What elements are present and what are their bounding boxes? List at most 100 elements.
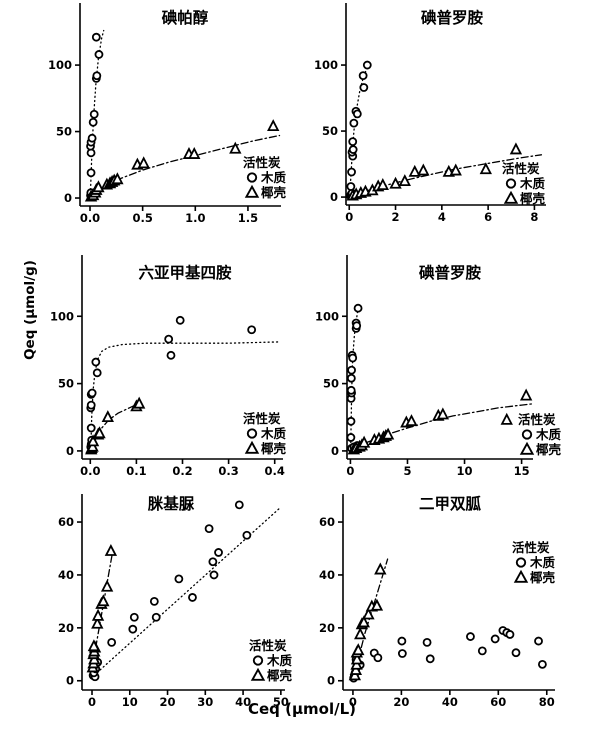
x-tick-label: 0.4 bbox=[265, 464, 285, 478]
legend-entry-label: 木质 bbox=[529, 555, 556, 570]
panel-title: 脒基脲 bbox=[148, 494, 195, 513]
x-tick-label: 0.1 bbox=[126, 464, 146, 478]
x-tick-label: 40 bbox=[235, 695, 251, 709]
series-wood bbox=[345, 60, 372, 201]
y-tick-label: 40 bbox=[319, 568, 335, 582]
panel-3: 0.0 0.1 0.2 0.3 0.4 0 50 100 六亚甲基四胺 活性炭 木质 椰壳 bbox=[0, 240, 300, 480]
y-tick-label: 100 bbox=[315, 309, 339, 323]
panel-title: 碘帕醇 bbox=[162, 8, 209, 27]
legend-title: 活性炭 bbox=[512, 540, 550, 555]
panel-5: 0 10 20 30 40 50 0 20 40 60 脒基脲 活性炭 木质 椰壳 bbox=[0, 480, 300, 732]
series-wood bbox=[349, 626, 547, 683]
series-coconut bbox=[346, 142, 523, 201]
x-tick-label: 50 bbox=[273, 695, 289, 709]
fit-line-dotted bbox=[93, 508, 280, 677]
panel-1: 0.0 0.5 1.0 1.5 0 50 100 碘帕醇 活性炭 木质 椰壳 bbox=[0, 0, 300, 240]
legend-circle-icon bbox=[515, 557, 527, 568]
x-tick-label: 5 bbox=[403, 464, 411, 478]
legend-circle-icon bbox=[246, 172, 258, 183]
fit-line-dashdot bbox=[352, 403, 534, 451]
legend-circle-icon bbox=[246, 428, 258, 439]
x-axis-label: Ceq (μmol/L) bbox=[247, 700, 356, 718]
fit-line-dotted bbox=[89, 29, 105, 199]
legend-entry-label: 椰壳 bbox=[530, 570, 556, 585]
series-coconut bbox=[347, 388, 533, 455]
legend-entry-label: 木质 bbox=[260, 170, 287, 185]
legend-entry-label: 木质 bbox=[260, 426, 287, 441]
legend-circle-icon bbox=[505, 178, 517, 189]
y-tick-label: 20 bbox=[319, 621, 335, 635]
legend-title: 活性炭 bbox=[243, 155, 281, 170]
legend-entry-label: 木质 bbox=[266, 653, 293, 668]
y-tick-label: 20 bbox=[58, 621, 74, 635]
legend-triangle-icon bbox=[244, 440, 260, 454]
legend-triangle-icon bbox=[519, 441, 535, 455]
x-tick-label: 0.5 bbox=[132, 211, 152, 225]
x-tick-label: 0 bbox=[345, 210, 353, 224]
x-tick-label: 0 bbox=[349, 695, 357, 709]
axes bbox=[75, 3, 281, 211]
x-tick-label: 80 bbox=[539, 695, 555, 709]
series-coconut bbox=[86, 543, 118, 673]
legend-entry-label: 木质 bbox=[519, 176, 546, 191]
axes bbox=[77, 255, 283, 464]
x-tick-label: 60 bbox=[490, 695, 506, 709]
x-tick-label: 2 bbox=[392, 210, 400, 224]
axes bbox=[341, 3, 546, 210]
fit-line-dotted bbox=[350, 304, 360, 452]
x-tick-label: 0 bbox=[346, 464, 354, 478]
x-tick-label: 1.5 bbox=[238, 211, 258, 225]
legend-title: 活性炭 bbox=[249, 638, 287, 653]
panel-title: 六亚甲基四胺 bbox=[138, 263, 232, 282]
axes bbox=[342, 255, 533, 464]
y-tick-label: 0 bbox=[331, 444, 339, 458]
x-tick-label: 40 bbox=[442, 695, 458, 709]
y-tick-label: 0 bbox=[66, 674, 74, 688]
legend-circle-icon bbox=[521, 429, 533, 440]
x-tick-label: 20 bbox=[393, 695, 409, 709]
x-tick-label: 0.3 bbox=[218, 464, 238, 478]
x-tick-label: 15 bbox=[514, 464, 530, 478]
legend-triangle-icon bbox=[250, 667, 266, 681]
x-tick-label: 0.0 bbox=[80, 464, 100, 478]
series-coconut bbox=[84, 119, 280, 202]
x-tick-label: 20 bbox=[160, 695, 176, 709]
x-tick-label: 10 bbox=[122, 695, 138, 709]
fit-line-dashdot bbox=[350, 154, 543, 197]
x-tick-label: 1.0 bbox=[185, 211, 205, 225]
legend-title: 活性炭 bbox=[502, 161, 540, 176]
legend-title: 活性炭 bbox=[518, 412, 556, 427]
x-tick-label: 8 bbox=[530, 210, 538, 224]
legend-circle-icon bbox=[252, 655, 264, 666]
y-tick-label: 100 bbox=[48, 58, 72, 72]
y-tick-label: 50 bbox=[56, 125, 72, 139]
series-coconut bbox=[348, 562, 387, 681]
legend-triangle-icon bbox=[503, 190, 519, 204]
x-tick-label: 4 bbox=[438, 210, 446, 224]
y-tick-label: 60 bbox=[58, 515, 74, 529]
y-tick-label: 50 bbox=[58, 377, 74, 391]
axes bbox=[338, 494, 555, 695]
legend-entry-label: 椰壳 bbox=[536, 442, 562, 457]
legend-entry-label: 椰壳 bbox=[261, 185, 287, 200]
legend-entry-label: 木质 bbox=[535, 427, 562, 442]
y-tick-label: 60 bbox=[319, 515, 335, 529]
y-tick-label: 100 bbox=[50, 309, 74, 323]
y-tick-label: 50 bbox=[322, 124, 338, 138]
x-tick-label: 10 bbox=[457, 464, 473, 478]
panel-6: 0 20 40 60 80 0 20 40 60 二甲双胍 活性炭 木质 椰壳 bbox=[300, 480, 600, 732]
series-coconut bbox=[85, 396, 146, 455]
x-tick-label: 0 bbox=[88, 695, 96, 709]
axes bbox=[77, 494, 285, 695]
x-tick-label: 6 bbox=[484, 210, 492, 224]
